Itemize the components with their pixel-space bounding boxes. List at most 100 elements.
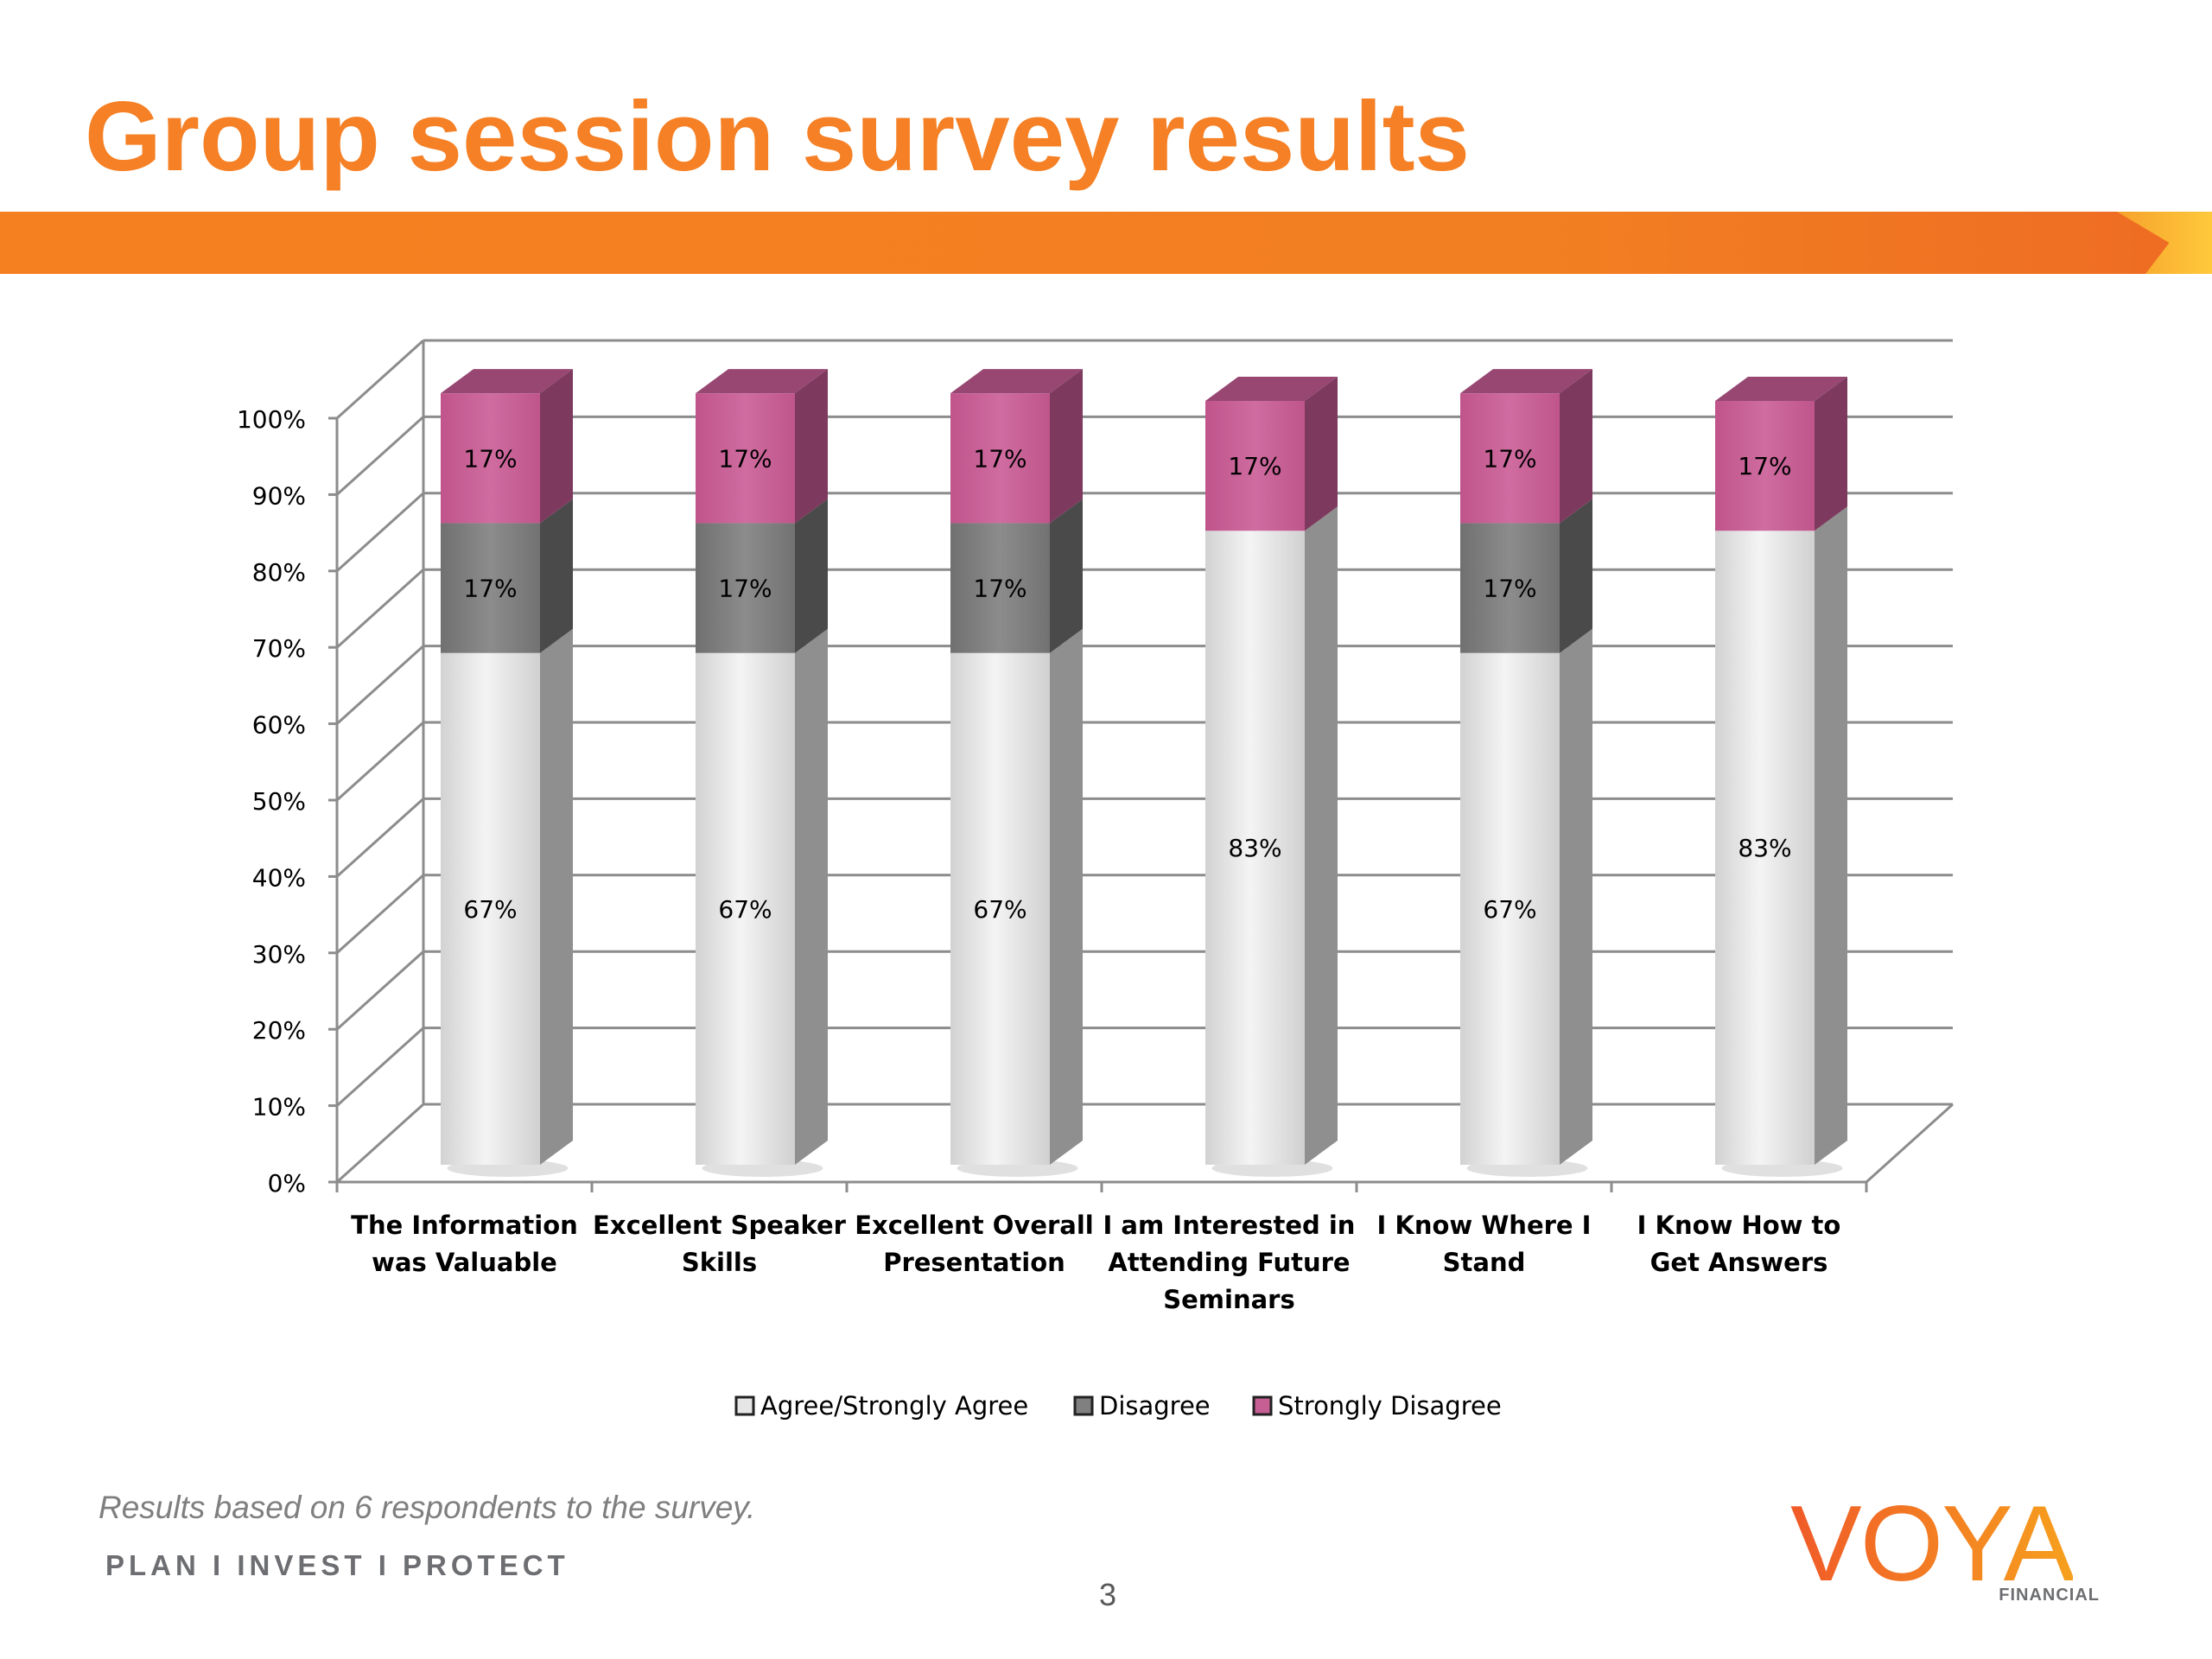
- bar-agree: [1715, 531, 1815, 1165]
- bar-disagree: [1460, 523, 1560, 653]
- voya-logo: VOYA FINANCIAL: [1780, 1491, 2108, 1611]
- y-tick-label: 80%: [252, 558, 306, 587]
- x-category-label: Stand: [1443, 1248, 1526, 1277]
- x-category-label: I am Interested in: [1103, 1211, 1356, 1240]
- y-tick-label: 100%: [237, 405, 306, 434]
- y-tick-label: 10%: [252, 1093, 306, 1122]
- gridline-depth: [335, 1027, 425, 1107]
- bar-agree: [950, 652, 1050, 1165]
- gridline-depth: [335, 950, 425, 1031]
- gridline-depth: [335, 721, 425, 802]
- bar-agree: [1460, 652, 1560, 1165]
- bar-agree: [696, 652, 795, 1165]
- y-tick-label: 30%: [252, 940, 306, 969]
- bar-top-strongly-disagree: [1715, 377, 1847, 401]
- data-label: 17%: [1738, 452, 1791, 480]
- x-category-label: Seminars: [1163, 1285, 1295, 1314]
- bar-side-strongly-disagree: [795, 369, 828, 524]
- data-label: 67%: [463, 895, 517, 924]
- legend-swatch-disagree: [1073, 1395, 1094, 1416]
- bar-side-strongly-disagree: [1815, 377, 1847, 531]
- x-category-label: I Know How to: [1637, 1211, 1841, 1240]
- data-label: 67%: [718, 895, 772, 924]
- y-tick-label: 40%: [252, 863, 306, 892]
- survey-footnote: Results based on 6 respondents to the su…: [99, 1490, 756, 1525]
- bar-side-agree: [540, 628, 573, 1165]
- gridline-depth: [335, 1103, 425, 1184]
- legend-swatch-strongly-disagree: [1252, 1395, 1273, 1416]
- bar-side-agree: [1560, 628, 1592, 1165]
- y-tick-label: 20%: [252, 1016, 306, 1045]
- y-tick-label: 0%: [268, 1169, 306, 1198]
- data-label: 17%: [1228, 452, 1281, 480]
- x-category-label: Excellent Overall: [855, 1211, 1094, 1240]
- bar-side-disagree: [795, 499, 828, 653]
- floor-right-edge: [1865, 1103, 1955, 1184]
- bar-side-agree: [1050, 628, 1083, 1165]
- bar-strongly-disagree: [950, 393, 1050, 524]
- bar-disagree: [441, 523, 540, 653]
- bar-side-agree: [1305, 506, 1338, 1165]
- slide-title: Group session survey results: [85, 82, 1470, 192]
- data-label: 17%: [463, 444, 517, 473]
- x-category-label: Skills: [682, 1248, 757, 1277]
- y-tick-label: 60%: [252, 711, 306, 740]
- gridline-depth: [335, 416, 425, 496]
- gridline-depth: [335, 492, 425, 572]
- data-label: 17%: [718, 444, 772, 473]
- gridline-depth: [335, 645, 425, 725]
- bar-side-strongly-disagree: [1560, 369, 1592, 524]
- data-label: 17%: [463, 575, 517, 603]
- data-label: 17%: [1483, 444, 1536, 473]
- bar-side-strongly-disagree: [540, 369, 573, 524]
- bar-side-agree: [795, 628, 828, 1165]
- bar-top-strongly-disagree: [1460, 369, 1592, 394]
- gridline-depth: [335, 874, 425, 954]
- data-label: 67%: [1483, 895, 1536, 924]
- data-label: 17%: [973, 575, 1027, 603]
- x-category-label: Presentation: [883, 1248, 1065, 1277]
- bar-strongly-disagree: [441, 393, 540, 524]
- y-tick-label: 90%: [252, 481, 306, 510]
- tagline: PLAN I INVEST I PROTECT: [105, 1549, 569, 1581]
- y-tick-label: 70%: [252, 634, 306, 663]
- bar-top-strongly-disagree: [696, 369, 828, 394]
- bar-strongly-disagree: [1460, 393, 1560, 524]
- legend-label-disagree: Disagree: [1099, 1391, 1211, 1421]
- stacked-bar-chart: 0% 10% 20% 30% 40% 50% 60% 70% 80% 90% 100% 67% 17% 1…: [237, 339, 1955, 1421]
- bar-side-strongly-disagree: [1305, 377, 1338, 531]
- gridline-depth: [335, 339, 425, 420]
- x-category-label: Get Answers: [1650, 1248, 1828, 1277]
- x-category-label: I Know Where I: [1377, 1211, 1592, 1240]
- bar-side-disagree: [1050, 499, 1083, 653]
- bar-top-strongly-disagree: [950, 369, 1083, 394]
- bar-side-strongly-disagree: [1050, 369, 1083, 524]
- y-tick-label: 50%: [252, 787, 306, 816]
- gridline-depth: [335, 569, 425, 649]
- gridline-depth: [335, 798, 425, 878]
- bar-agree: [1205, 531, 1305, 1165]
- bar-disagree: [950, 523, 1050, 653]
- bar-disagree: [696, 523, 795, 653]
- data-label: 83%: [1738, 834, 1791, 862]
- bar-top-strongly-disagree: [441, 369, 573, 394]
- bar-side-disagree: [1560, 499, 1592, 653]
- data-label: 83%: [1228, 834, 1281, 862]
- x-category-label: Attending Future: [1108, 1248, 1350, 1277]
- bar-strongly-disagree: [1205, 401, 1305, 531]
- legend-label-strongly-disagree: Strongly Disagree: [1278, 1391, 1502, 1421]
- data-label: 17%: [1483, 575, 1536, 603]
- bar-strongly-disagree: [696, 393, 795, 524]
- logo-subtitle: FINANCIAL: [1999, 1586, 2100, 1605]
- bar-agree: [441, 652, 540, 1165]
- title-band: [0, 212, 2212, 274]
- bar-side-disagree: [540, 499, 573, 653]
- x-category-label: Excellent Speaker: [593, 1211, 847, 1240]
- x-category-label: The Information: [351, 1211, 578, 1240]
- data-label: 17%: [718, 575, 772, 603]
- x-category-label: was Valuable: [372, 1248, 557, 1277]
- legend-label-agree: Agree/Strongly Agree: [760, 1391, 1028, 1421]
- bar-side-agree: [1815, 506, 1847, 1165]
- page-number: 3: [1098, 1577, 1117, 1612]
- legend-swatch-agree: [734, 1395, 755, 1416]
